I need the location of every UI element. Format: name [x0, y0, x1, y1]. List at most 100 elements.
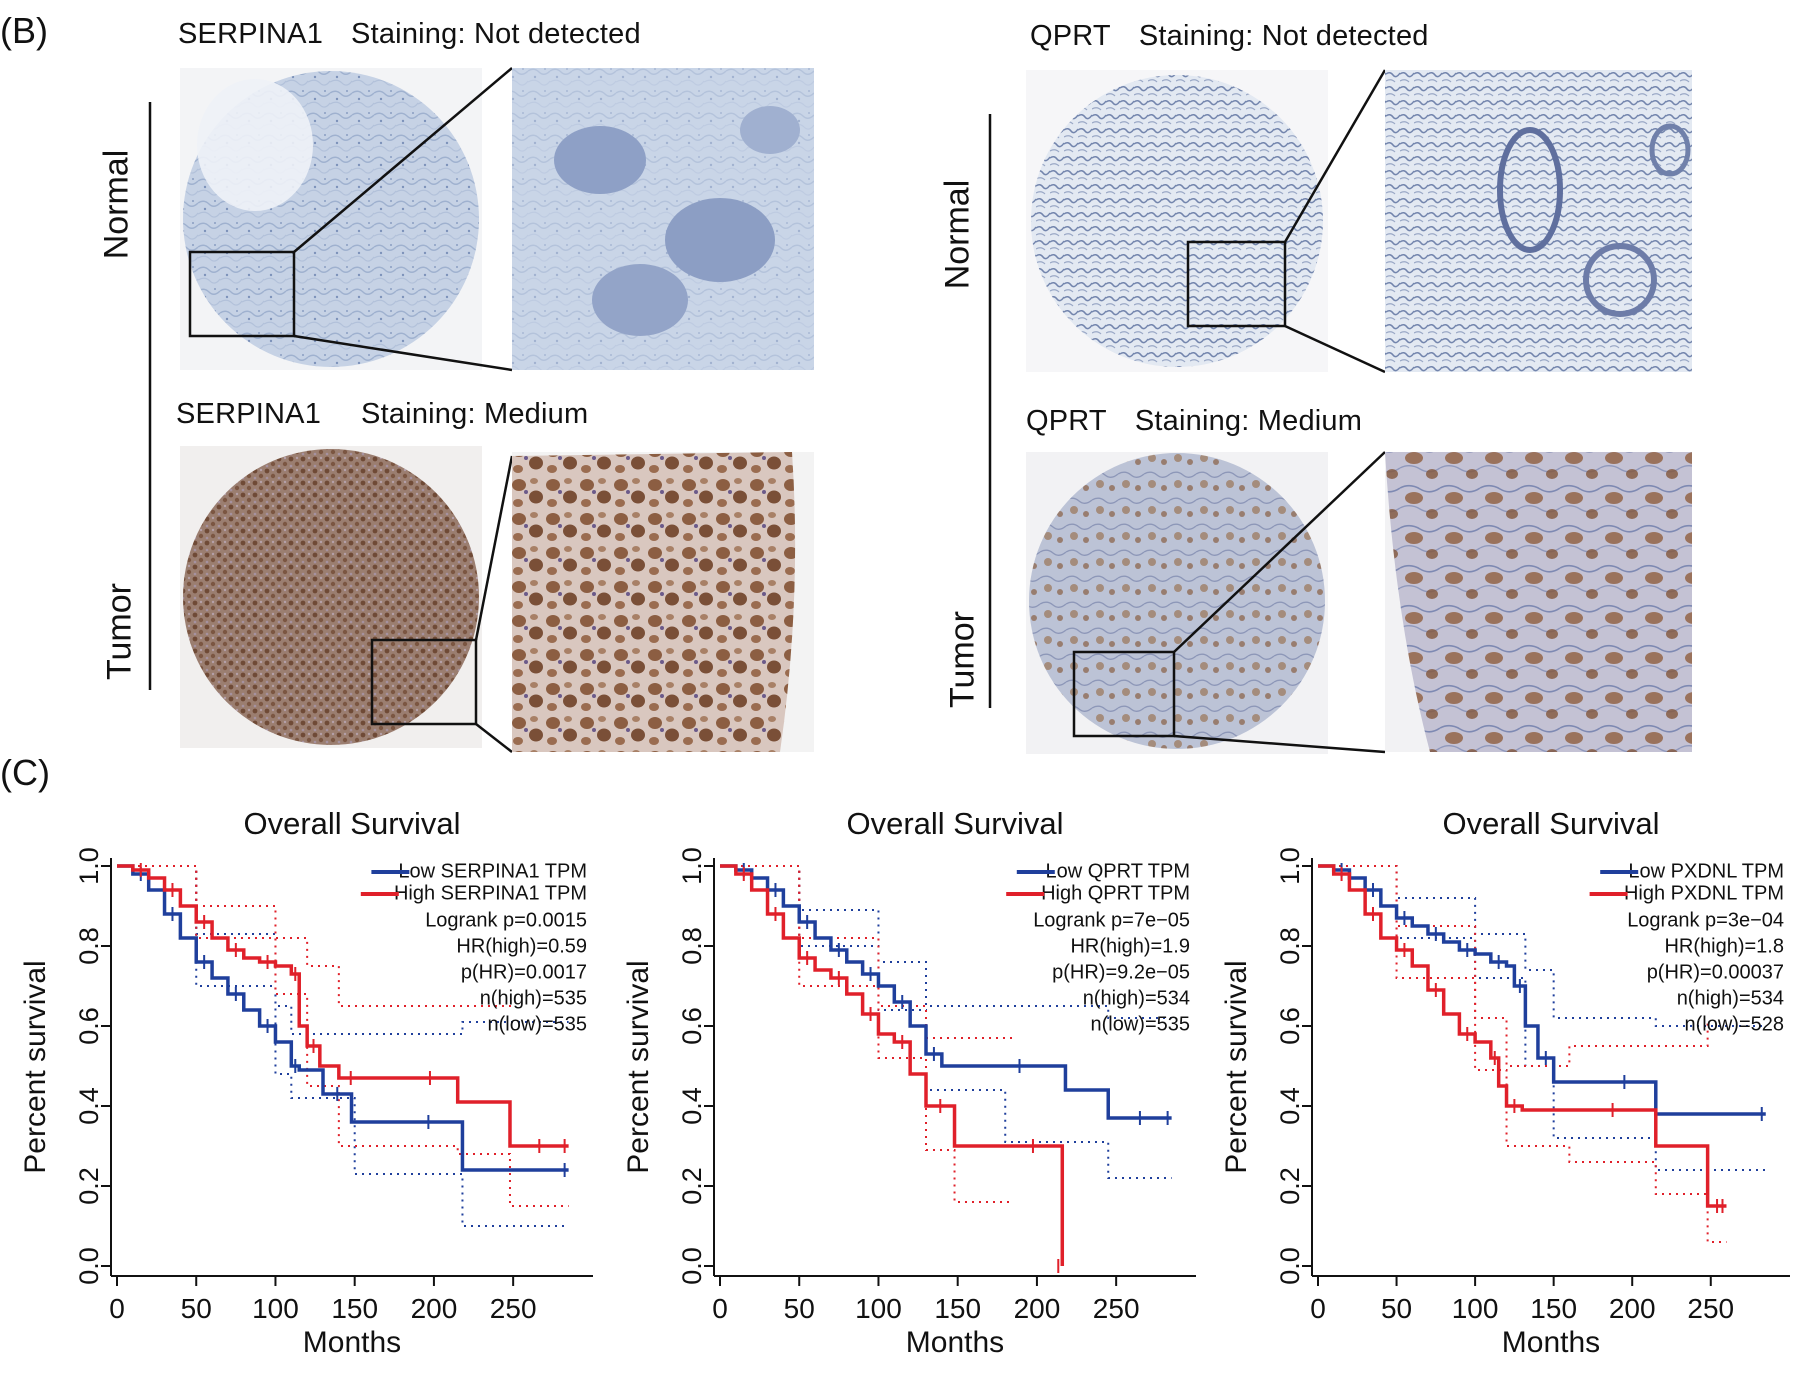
- km-plot-qprt: Overall Survival 0 50 100 150 200 250 0.0 0.2 0.4…: [622, 806, 1196, 1359]
- x-tick-label: 200: [411, 1293, 458, 1324]
- staining-level: Staining: Not detected: [351, 18, 641, 50]
- x-axis-label: Months: [303, 1326, 401, 1359]
- panel-c-label: (C): [0, 752, 50, 793]
- stat-annotation: n(low)=535: [487, 1013, 587, 1035]
- stat-annotation: p(HR)=0.0017: [461, 961, 587, 983]
- x-tick-label: 100: [1452, 1293, 1499, 1324]
- stat-annotation: n(low)=528: [1684, 1013, 1784, 1035]
- x-tick-label: 150: [934, 1293, 981, 1324]
- survival-curve: [720, 864, 1065, 1266]
- y-tick-label: 1.0: [74, 847, 104, 885]
- stat-annotation: n(high)=534: [1677, 987, 1784, 1009]
- x-tick-label: 250: [1687, 1293, 1734, 1324]
- staining-level: Staining: Not detected: [1138, 20, 1429, 52]
- survival-curve: [720, 864, 1172, 1120]
- y-tick-label: 1.0: [1275, 847, 1305, 885]
- x-tick-label: 50: [1381, 1293, 1412, 1324]
- chart-title: Overall Survival: [243, 806, 460, 841]
- y-tick-label: 0.4: [1275, 1087, 1305, 1125]
- ci-lower-line: [1318, 865, 1727, 1243]
- y-tick-label: 0.2: [1275, 1167, 1305, 1205]
- panel-b-label: (B): [0, 10, 48, 51]
- survival-curve: [117, 864, 569, 1172]
- y-tick-label: 0.4: [677, 1087, 707, 1125]
- qprt-normal-core: [1026, 70, 1328, 372]
- serpina1-normal-zoom: [512, 68, 814, 370]
- x-tick-label: 150: [331, 1293, 378, 1324]
- stat-annotation: Logrank p=7e−05: [1033, 909, 1190, 931]
- x-tick-label: 100: [855, 1293, 902, 1324]
- stat-annotation: Logrank p=0.0015: [425, 909, 587, 931]
- y-axis-label: Percent survival: [19, 960, 52, 1173]
- x-tick-label: 50: [784, 1293, 815, 1324]
- ci-upper-line: [1318, 865, 1709, 1067]
- gene-name: QPRT: [1026, 405, 1107, 437]
- stat-annotation: n(low)=535: [1090, 1013, 1190, 1035]
- stat-annotation: p(HR)=9.2e−05: [1052, 961, 1190, 983]
- legend-label: Low SERPINA1 TPM: [398, 860, 587, 882]
- x-tick-label: 0: [712, 1293, 728, 1324]
- x-tick-label: 200: [1609, 1293, 1656, 1324]
- zoom-region-box: [188, 250, 296, 338]
- ci-lower-line: [117, 865, 569, 1207]
- ci-upper-line: [720, 865, 1172, 1019]
- serpina1-normal-title: SERPINA1 Staining: Not detected: [178, 18, 641, 51]
- ihc-figure: [148, 67, 1692, 754]
- x-tick-label: 200: [1014, 1293, 1061, 1324]
- y-tick-label: 0.6: [1275, 1007, 1305, 1045]
- y-axis-label: Percent survival: [1220, 960, 1253, 1173]
- legend-label: High QPRT TPM: [1041, 882, 1190, 904]
- zoom-region-box: [1072, 650, 1176, 738]
- stat-annotation: HR(high)=0.59: [456, 935, 587, 957]
- x-tick-label: 250: [490, 1293, 537, 1324]
- chart-title: Overall Survival: [1442, 806, 1659, 841]
- legend-label: Low QPRT TPM: [1046, 860, 1191, 882]
- ci-upper-line: [720, 865, 1014, 1039]
- x-axis-label: Months: [1502, 1326, 1600, 1359]
- qprt-normal-title: QPRT Staining: Not detected: [1030, 20, 1429, 53]
- stat-annotation: n(high)=535: [480, 987, 587, 1009]
- survival-curve: [1318, 864, 1727, 1208]
- y-tick-label: 0.0: [1275, 1247, 1305, 1285]
- x-tick-label: 50: [181, 1293, 212, 1324]
- km-plot-pxdnl: Overall Survival 0 50 100 150 200 250 0.0 0.2 0.4…: [1220, 806, 1790, 1359]
- y-tick-label: 1.0: [677, 847, 707, 885]
- legend-label: High SERPINA1 TPM: [394, 882, 587, 904]
- y-tick-label: 0.0: [74, 1247, 104, 1285]
- stat-annotation: n(high)=534: [1083, 987, 1190, 1009]
- serpina1-tumor-core: [180, 446, 482, 748]
- x-tick-label: 0: [109, 1293, 125, 1324]
- gene-name: QPRT: [1030, 20, 1111, 52]
- gene-name: SERPINA1: [176, 398, 322, 430]
- staining-level: Staining: Medium: [361, 398, 589, 430]
- legend-label: Low PXDNL TPM: [1628, 860, 1784, 882]
- serpina1-tumor-zoom: [512, 452, 814, 752]
- y-tick-label: 0.8: [1275, 927, 1305, 965]
- y-tick-label: 0.6: [74, 1007, 104, 1045]
- y-tick-label: 0.4: [74, 1087, 104, 1125]
- staining-level: Staining: Medium: [1134, 405, 1363, 437]
- legend-label: High PXDNL TPM: [1624, 882, 1784, 904]
- qprt-tumor-core: [1026, 452, 1328, 754]
- stat-annotation: HR(high)=1.8: [1664, 935, 1784, 957]
- x-tick-label: 100: [252, 1293, 299, 1324]
- ci-lower-line: [720, 865, 1014, 1203]
- y-tick-label: 0.6: [677, 1007, 707, 1045]
- x-tick-label: 250: [1093, 1293, 1140, 1324]
- gene-name: SERPINA1: [178, 18, 324, 50]
- qprt-tumor-title: QPRT Staining: Medium: [1026, 405, 1362, 438]
- km-plot-serpina1: Overall Survival 0 50 100 150 200 250 0.0 0.2 0.4…: [19, 806, 593, 1359]
- y-tick-label: 0.2: [677, 1167, 707, 1205]
- y-tick-label: 0.2: [74, 1167, 104, 1205]
- y-tick-label: 0.8: [677, 927, 707, 965]
- serpina1-tumor-title: SERPINA1 Staining: Medium: [176, 398, 588, 431]
- serpina1-normal-core: [180, 68, 482, 370]
- qprt-tumor-zoom: [1385, 452, 1692, 752]
- x-tick-label: 150: [1530, 1293, 1577, 1324]
- y-tick-label: 0.8: [74, 927, 104, 965]
- stat-annotation: p(HR)=0.00037: [1647, 961, 1784, 983]
- x-tick-label: 0: [1310, 1293, 1326, 1324]
- zoom-region-box: [1186, 240, 1287, 328]
- y-axis-label: Percent survival: [622, 960, 655, 1173]
- x-axis-label: Months: [906, 1326, 1004, 1359]
